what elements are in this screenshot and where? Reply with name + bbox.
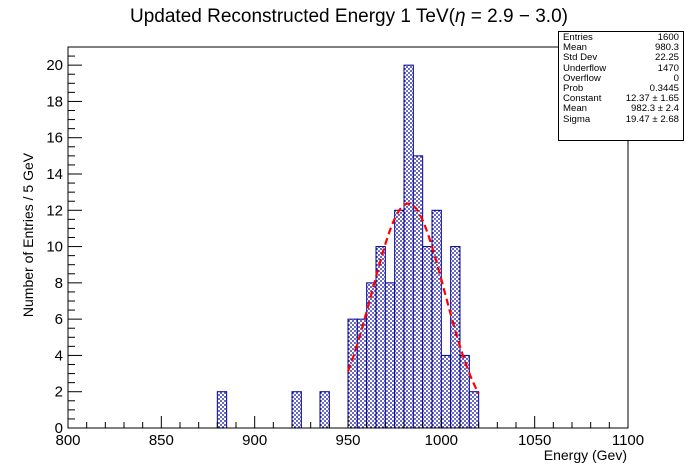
histogram-bar-2: [319, 391, 330, 429]
y-tick-label-8: 8: [55, 275, 63, 292]
stats-row: Entries 1600: [563, 32, 679, 43]
histogram-bar-0: [216, 391, 228, 429]
stats-name: Mean: [563, 42, 587, 54]
histogram-bar-9: [403, 64, 414, 429]
y-axis-label: Number of Entries / 5 GeV: [20, 152, 36, 317]
y-tick-label-2: 2: [55, 384, 63, 401]
stats-value: 22.25: [654, 52, 679, 64]
stats-row: Overflow 0: [563, 72, 679, 84]
histogram-bar-11: [422, 246, 433, 429]
histogram-bar-7: [384, 282, 396, 429]
stats-value: 982.3 ± 2.4: [631, 103, 679, 115]
fit-curve: [346, 202, 480, 395]
stats-value: 12.37 ± 1.65: [625, 93, 679, 105]
histogram-bar-8: [394, 209, 405, 429]
stats-row: Prob 0.3445: [563, 83, 679, 95]
stats-row: Mean 980.3: [563, 42, 679, 54]
chart-title: Updated Reconstructed Energy 1 TeV(η = 2…: [130, 6, 568, 27]
x-axis: 800 850 900 950 1000 1050 1100: [55, 416, 644, 449]
y-tick-label-16: 16: [46, 130, 63, 147]
stats-name: Entries: [563, 32, 593, 43]
histogram-bar-3: [347, 318, 358, 429]
stats-row: Underflow 1470: [563, 62, 679, 74]
stats-value: 19.47 ± 2.68: [625, 113, 679, 125]
stats-name: Sigma: [563, 113, 591, 125]
histogram-bar-10: [412, 155, 424, 429]
stats-value: 1470: [657, 62, 679, 74]
chart-title-range: = 2.9 − 3.0): [466, 6, 568, 27]
y-tick-label-12: 12: [46, 202, 63, 219]
x-tick-label-900: 900: [242, 432, 267, 449]
chart-title-eta: η: [455, 6, 466, 27]
stats-value: 980.3: [654, 42, 679, 54]
stats-row: Mean 982.3 ± 2.4: [563, 104, 679, 114]
histogram-bars: [216, 64, 480, 429]
histogram-bar-1: [291, 391, 302, 429]
stats-value: 0: [673, 72, 679, 84]
stats-name: Std Dev: [563, 52, 598, 64]
y-tick-label-4: 4: [55, 347, 63, 364]
x-tick-label-850: 850: [149, 432, 174, 449]
stats-value: 0.3445: [649, 83, 679, 95]
stats-box: Entries 1600 Mean 980.3 Std Dev 22.25 Underflo…: [558, 31, 684, 141]
histogram-bar-14: [450, 246, 461, 429]
chart-title-main: Updated Reconstructed Energy 1 TeV(: [130, 6, 456, 27]
x-tick-label-800: 800: [55, 432, 80, 449]
stats-row: Sigma 19.47 ± 2.68: [563, 113, 679, 125]
stats-name: Prob: [563, 83, 584, 95]
stats-name: Mean: [563, 103, 587, 115]
x-axis-label: Energy (Gev): [544, 447, 627, 463]
x-tick-label-1050: 1050: [518, 432, 551, 449]
stats-name: Underflow: [563, 62, 607, 74]
x-tick-label-1000: 1000: [425, 432, 458, 449]
y-tick-label-0: 0: [55, 420, 63, 437]
histogram-bar-4: [356, 318, 368, 429]
stats-name: Overflow: [563, 72, 601, 84]
fit-curve-group: [346, 202, 480, 395]
histogram-bar-13: [440, 354, 452, 429]
x-tick-label-950: 950: [335, 432, 360, 449]
stats-name: Constant: [563, 93, 602, 105]
x-tick-label-1100: 1100: [612, 432, 644, 449]
y-tick-label-10: 10: [46, 239, 63, 256]
stats-value: 1600: [657, 32, 679, 43]
histogram-bar-16: [468, 391, 480, 429]
stats-row: Constant 12.37 ± 1.65: [563, 94, 679, 104]
y-tick-label-14: 14: [46, 166, 63, 183]
histogram-bar-12: [431, 209, 442, 429]
stats-row: Std Dev 22.25: [563, 53, 679, 63]
y-tick-label-18: 18: [46, 93, 63, 110]
y-tick-label-6: 6: [55, 311, 63, 328]
histogram-bar-15: [459, 354, 470, 429]
y-tick-label-20: 20: [46, 57, 63, 74]
y-axis: 0 2 4 6 8 10 12 14 16 18 20: [46, 46, 82, 437]
